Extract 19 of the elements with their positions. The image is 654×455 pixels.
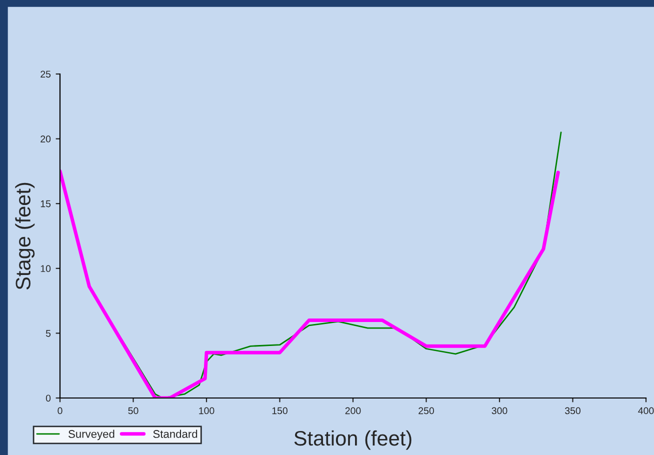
x-tick-label: 250	[418, 407, 434, 414]
x-tick-label: 50	[128, 407, 138, 414]
legend-label: Standard	[153, 430, 198, 438]
y-tick-label: 5	[46, 330, 51, 337]
x-tick-label: 350	[565, 407, 580, 414]
y-tick-label: 0	[46, 394, 51, 402]
y-tick-label: 25	[40, 70, 51, 78]
y-tick-label: 15	[40, 200, 51, 208]
x-tick-label: 400	[638, 407, 654, 414]
y-tick-label: 20	[40, 136, 51, 142]
y-tick-label: 10	[40, 265, 51, 272]
x-tick-label: 200	[345, 407, 361, 414]
legend-label: Surveyed	[68, 430, 114, 440]
x-tick-label: 150	[272, 407, 288, 414]
x-tick-label: 100	[199, 407, 214, 414]
x-tick-label: 0	[58, 407, 62, 414]
y-axis-title: Stage (feet)	[15, 182, 35, 290]
x-axis-title: Station (feet)	[294, 430, 412, 450]
x-tick-label: 300	[492, 407, 508, 414]
